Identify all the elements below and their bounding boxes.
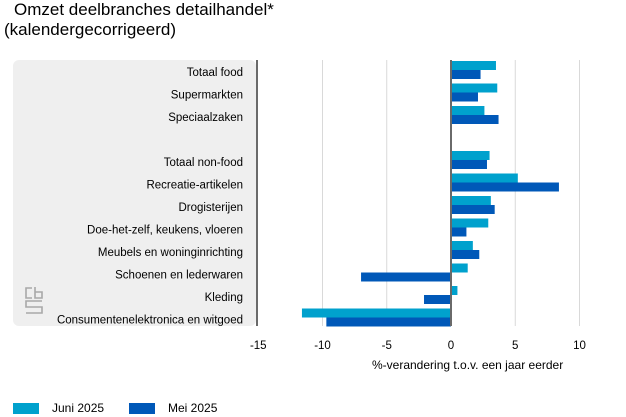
bar-mei <box>451 250 480 259</box>
category-label: Recreatie-artikelen <box>146 180 243 192</box>
zero-line <box>450 60 452 326</box>
category-label: Doe-het-zelf, keukens, vloeren <box>87 225 243 237</box>
bar-mei <box>451 182 559 192</box>
bar-mei <box>326 317 451 327</box>
legend-label-mei: Mei 2025 <box>168 401 218 415</box>
x-tick-label: 0 <box>448 340 454 352</box>
bar-juni <box>451 196 491 205</box>
bar-mei <box>451 70 481 79</box>
category-label: Drogisterijen <box>178 202 243 214</box>
bar-juni <box>451 151 490 160</box>
bar-juni <box>451 173 518 183</box>
bar-juni <box>451 106 485 115</box>
category-panel <box>13 60 256 326</box>
bar-mei <box>424 295 451 304</box>
bar-juni <box>451 83 498 93</box>
category-axis-line <box>256 60 258 326</box>
bar-mei <box>451 92 478 102</box>
chart-subtitle: (kalendergecorrigeerd) <box>4 20 176 39</box>
category-label: Schoenen en lederwaren <box>115 270 243 282</box>
category-label: Consumentenelektronica en witgoed <box>57 315 243 327</box>
chart-title-line1: Omzet deelbranches detailhandel* <box>14 0 274 19</box>
category-label: Totaal food <box>187 67 243 79</box>
bar-juni <box>451 218 489 228</box>
bar-juni <box>451 263 468 273</box>
cbs-logo-icon <box>24 286 44 323</box>
x-tick-label: -15 <box>250 340 267 352</box>
x-axis-label: %-verandering t.o.v. een jaar eerder <box>372 358 564 372</box>
legend-swatch-mei <box>129 402 155 414</box>
bar-juni <box>451 241 473 250</box>
x-tick-label: 10 <box>573 340 586 352</box>
bar-juni <box>451 61 496 70</box>
bar-mei <box>451 205 495 214</box>
bar-juni <box>301 308 451 318</box>
category-label: Supermarkten <box>171 90 243 102</box>
bar-mei <box>361 272 451 282</box>
bar-mei <box>451 115 499 124</box>
category-label: Totaal non-food <box>164 157 243 169</box>
bar-mei <box>451 227 467 237</box>
legend-label-juni: Juni 2025 <box>52 401 105 415</box>
bar-juni <box>451 286 458 295</box>
legend-swatch-juni <box>13 402 39 414</box>
legend-item-mei: Mei 2025 <box>129 401 217 415</box>
x-tick-label: 5 <box>512 340 518 352</box>
x-tick-label: -5 <box>382 340 392 352</box>
category-label: Meubels en woninginrichting <box>98 247 243 259</box>
bar-mei <box>451 160 487 169</box>
category-label: Speciaalzaken <box>168 112 243 124</box>
legend-item-juni: Juni 2025 <box>13 401 104 415</box>
x-tick-label: -10 <box>314 340 331 352</box>
chart-title: Omzet deelbranches detailhandel* (kalend… <box>4 0 274 40</box>
category-label: Kleding <box>205 292 243 304</box>
